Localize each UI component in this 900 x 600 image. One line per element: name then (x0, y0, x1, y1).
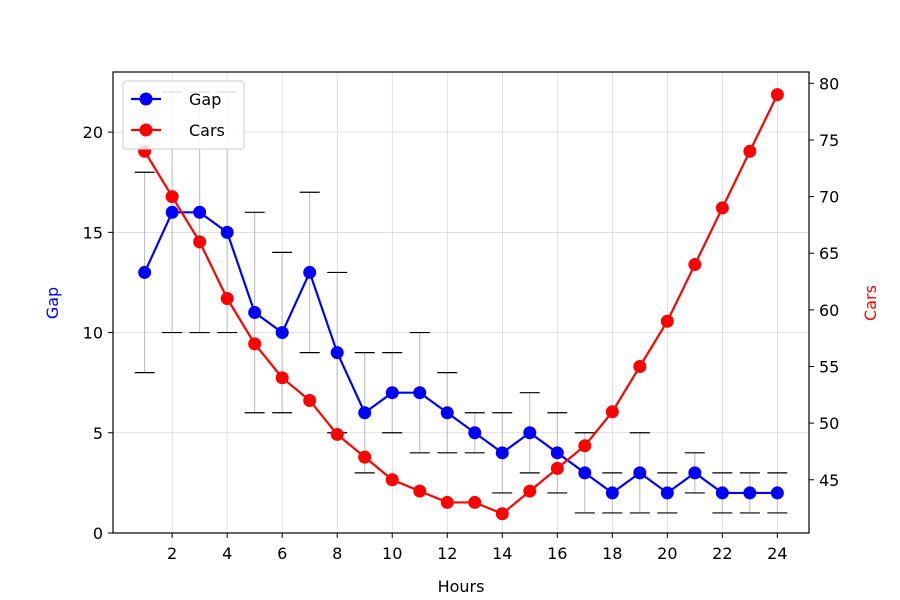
plot-frame (112, 71, 810, 534)
cars-data-point (715, 201, 729, 215)
cars-data-point (523, 484, 537, 498)
gap-data-point (413, 386, 427, 400)
legend-cars-label: Cars (189, 121, 225, 140)
y-left-tick-label: 0 (93, 524, 103, 543)
cars-data-point (413, 484, 427, 498)
cars-data-point (303, 393, 317, 407)
cars-data-point (468, 495, 482, 509)
x-tick-label: 4 (222, 544, 232, 563)
x-tick-label: 18 (602, 544, 622, 563)
cars-data-point (743, 144, 757, 158)
gap-data-point (303, 265, 317, 279)
x-axis-title: Hours (438, 577, 485, 596)
x-axis: 2 4 6 8 10 12 14 16 18 20 22 24 (167, 533, 788, 563)
legend-gap-marker (139, 92, 153, 106)
legend-gap-label: Gap (189, 90, 221, 109)
gap-data-point (715, 486, 729, 500)
cars-data-point (550, 461, 564, 475)
gap-data-point (523, 426, 537, 440)
y-right-tick-label: 55 (819, 357, 839, 376)
gap-data-point (138, 265, 152, 279)
cars-series-line (143, 94, 779, 516)
gap-data-point (248, 306, 262, 320)
x-tick-label: 8 (332, 544, 342, 563)
cars-data-point (385, 473, 399, 487)
x-tick-label: 16 (547, 544, 567, 563)
x-tick-label: 12 (437, 544, 457, 563)
gap-data-point (220, 225, 234, 239)
gap-data-point (495, 446, 509, 460)
cars-data-point (688, 258, 702, 272)
cars-data-point (193, 235, 207, 249)
y-left-tick-label: 5 (93, 424, 103, 443)
gap-data-point (358, 406, 372, 420)
y-right-tick-label: 80 (819, 74, 839, 93)
gap-data-point (770, 486, 784, 500)
gap-data-point (550, 446, 564, 460)
gap-data-point (385, 386, 399, 400)
x-tick-label: 22 (712, 544, 732, 563)
y-right-tick-label: 75 (819, 131, 839, 150)
gap-data-point (660, 486, 674, 500)
y-left-tick-label: 10 (83, 324, 103, 343)
cars-data-point (248, 337, 262, 351)
y-axis-left-title: Gap (43, 287, 62, 319)
cars-data-point (330, 427, 344, 441)
cars-data-point (275, 371, 289, 385)
gap-data-point (743, 486, 757, 500)
cars-data-point (578, 439, 592, 453)
gap-series-line (143, 211, 778, 495)
y-axis-right: 45 50 55 60 65 70 75 80 (809, 74, 839, 490)
gap-data-point (633, 466, 647, 480)
cars-data-point (660, 314, 674, 328)
legend-box (122, 80, 245, 150)
gap-data-point (578, 466, 592, 480)
gap-data-point (688, 466, 702, 480)
y-right-tick-label: 65 (819, 244, 839, 263)
cars-data-point (440, 495, 454, 509)
y-axis-left: 0 5 10 15 20 (83, 123, 113, 543)
cars-data-point (358, 450, 372, 464)
y-right-tick-label: 45 (819, 471, 839, 490)
legend-cars-marker (139, 123, 153, 137)
series-lines (138, 88, 784, 521)
x-tick-label: 10 (382, 544, 402, 563)
y-right-tick-label: 60 (819, 301, 839, 320)
x-tick-label: 14 (492, 544, 512, 563)
gap-error-bars (134, 91, 788, 514)
gap-data-point (275, 326, 289, 340)
gap-data-point (165, 205, 179, 219)
x-tick-label: 24 (767, 544, 787, 563)
gap-data-point (330, 346, 344, 360)
y-left-tick-label: 15 (83, 223, 103, 242)
x-tick-label: 20 (657, 544, 677, 563)
gap-data-point (440, 406, 454, 420)
gap-data-point (193, 205, 207, 219)
gap-data-point (605, 486, 619, 500)
x-tick-label: 2 (167, 544, 177, 563)
x-tick-label: 6 (277, 544, 287, 563)
y-left-tick-label: 20 (83, 123, 103, 142)
cars-data-point (605, 405, 619, 419)
y-right-tick-label: 70 (819, 188, 839, 207)
cars-data-point (770, 88, 784, 102)
y-axis-right-title: Cars (861, 285, 880, 321)
cars-data-point (495, 507, 509, 521)
cars-data-point (220, 292, 234, 306)
cars-data-point (165, 190, 179, 204)
legend: Gap Cars (122, 80, 245, 150)
gap-data-point (468, 426, 482, 440)
y-right-tick-label: 50 (819, 414, 839, 433)
cars-data-point (633, 359, 647, 373)
